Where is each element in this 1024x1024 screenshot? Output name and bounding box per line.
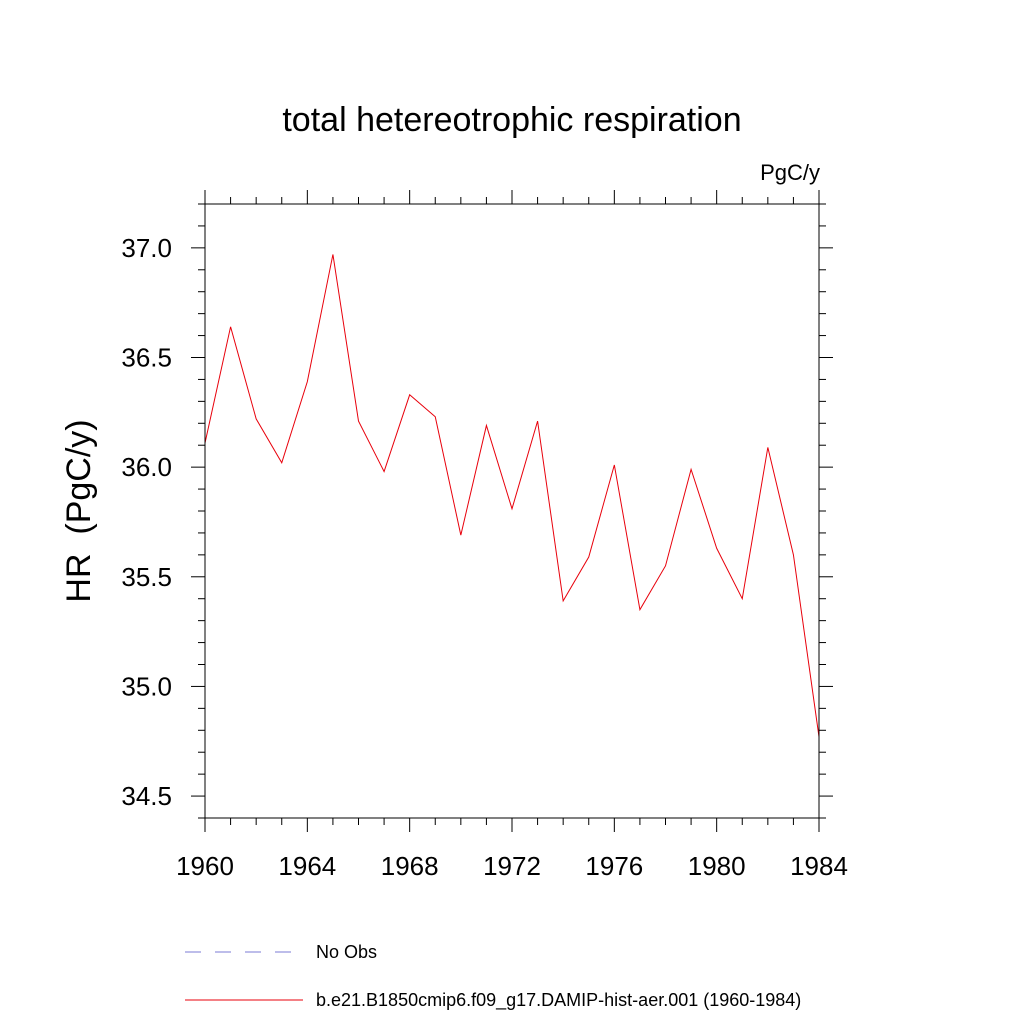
series-layer bbox=[204, 254, 820, 737]
plot-frame bbox=[204, 203, 820, 819]
y-tick-label: 35.0 bbox=[121, 671, 172, 701]
units-label: PgC/y bbox=[760, 160, 820, 185]
x-tick-label: 1984 bbox=[790, 851, 848, 881]
y-tick-label: 36.0 bbox=[121, 452, 172, 482]
x-tick-label: 1976 bbox=[585, 851, 643, 881]
x-tick-label: 1980 bbox=[688, 851, 746, 881]
x-tick-label: 1968 bbox=[381, 851, 439, 881]
x-tick-label: 1960 bbox=[176, 851, 234, 881]
series-line-0 bbox=[204, 254, 820, 737]
x-tick-label: 1964 bbox=[278, 851, 336, 881]
y-tick-label: 34.5 bbox=[121, 781, 172, 811]
y-tick-label: 35.5 bbox=[121, 562, 172, 592]
chart-title: total hetereotrophic respiration bbox=[282, 101, 741, 139]
y-axis-label: HR (PgC/y) bbox=[60, 419, 98, 602]
legend-label: b.e21.B1850cmip6.f09_g17.DAMIP-hist-aer.… bbox=[316, 990, 801, 1011]
axis-ticks bbox=[191, 190, 833, 832]
legend: No Obs b.e21.B1850cmip6.f09_g17.DAMIP-his… bbox=[185, 942, 801, 1011]
y-tick-label: 36.5 bbox=[121, 343, 172, 373]
x-tick-label: 1972 bbox=[483, 851, 541, 881]
tick-labels: 1960 1964 1968 1972 1976 1980 1984 34.5 35.0 35.5… bbox=[121, 233, 848, 881]
legend-label: No Obs bbox=[316, 942, 377, 962]
y-tick-label: 37.0 bbox=[121, 233, 172, 263]
